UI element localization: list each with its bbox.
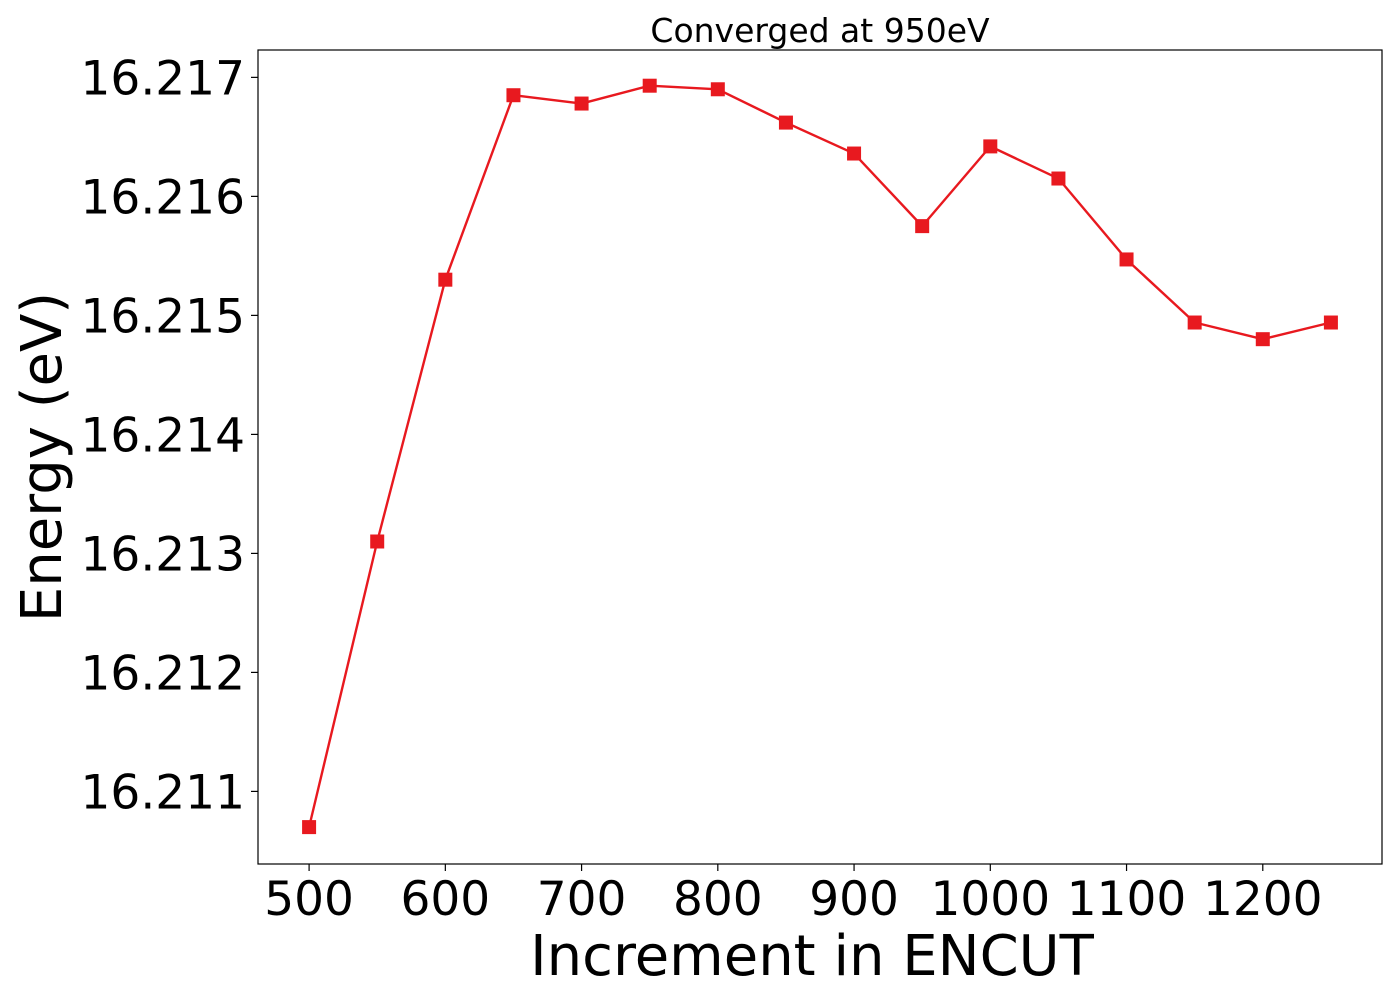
data-point-marker — [1187, 315, 1202, 330]
x-axis-ticks: 500 600 700 800 900 1000 1100 1200 — [264, 864, 1323, 927]
x-tick-label: 800 — [673, 872, 763, 927]
data-point-marker — [1255, 332, 1270, 347]
plot-area — [257, 49, 1383, 865]
y-tick-label: 16.211 — [81, 765, 245, 820]
data-point-marker — [1323, 315, 1338, 330]
x-tick-label: 1100 — [1067, 872, 1187, 927]
x-axis-label: Increment in ENCUT — [530, 924, 1095, 989]
data-point-marker — [438, 272, 453, 287]
y-axis-ticks: 16.211 16.212 16.213 16.214 16.215 16.216 16.2… — [81, 51, 258, 820]
series-line — [307, 84, 1332, 828]
x-tick-label: 500 — [264, 872, 354, 927]
series-layer — [302, 78, 1338, 835]
y-tick-label: 16.215 — [81, 289, 245, 344]
x-tick-label: 900 — [809, 872, 899, 927]
x-tick-label: 700 — [537, 872, 627, 927]
data-point-marker — [983, 139, 998, 154]
data-point-marker — [778, 115, 793, 130]
chart-title: Converged at 950eV — [650, 11, 990, 50]
x-tick-label: 1000 — [930, 872, 1050, 927]
y-axis-label: Energy (eV) — [10, 292, 75, 622]
y-tick-label: 16.212 — [81, 646, 245, 701]
y-tick-label: 16.216 — [81, 170, 245, 225]
data-point-marker — [302, 820, 317, 835]
y-tick-label: 16.213 — [81, 527, 245, 582]
data-point-marker — [1119, 252, 1134, 267]
x-tick-label: 1200 — [1203, 872, 1323, 927]
data-point-marker — [642, 78, 657, 93]
data-point-marker — [506, 88, 521, 103]
y-tick-label: 16.217 — [81, 51, 245, 106]
data-point-marker — [370, 534, 385, 549]
data-point-marker — [847, 146, 862, 161]
data-point-marker — [915, 219, 930, 234]
y-tick-label: 16.214 — [81, 408, 245, 463]
data-point-marker — [1051, 171, 1066, 186]
data-point-marker — [574, 96, 589, 111]
data-point-marker — [710, 82, 725, 97]
x-tick-label: 600 — [400, 872, 490, 927]
